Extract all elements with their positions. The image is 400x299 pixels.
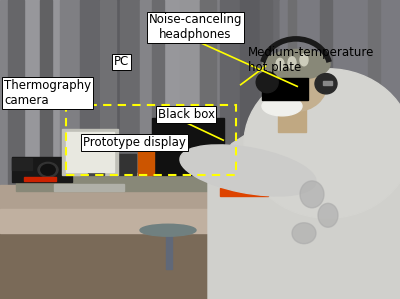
- Bar: [360, 0, 380, 185]
- Text: Noise-canceling
headphones: Noise-canceling headphones: [148, 13, 242, 42]
- Bar: [140, 0, 160, 185]
- Ellipse shape: [260, 55, 288, 94]
- Bar: [80, 154, 136, 175]
- Bar: [340, 0, 360, 185]
- Bar: [24, 177, 56, 181]
- Bar: [280, 0, 300, 185]
- Ellipse shape: [300, 181, 324, 208]
- Bar: [300, 0, 320, 185]
- Bar: [166, 230, 172, 269]
- Bar: [240, 0, 260, 185]
- Ellipse shape: [214, 203, 262, 215]
- Ellipse shape: [265, 56, 327, 112]
- Bar: [8, 0, 24, 185]
- Ellipse shape: [262, 96, 302, 116]
- Bar: [40, 0, 52, 185]
- Bar: [380, 0, 400, 185]
- Bar: [200, 0, 220, 185]
- Text: Medium-temperature
hot plate: Medium-temperature hot plate: [248, 46, 374, 74]
- Polygon shape: [62, 129, 118, 175]
- Bar: [312, 0, 328, 185]
- Ellipse shape: [140, 224, 196, 236]
- Bar: [12, 157, 72, 182]
- Text: Prototype display: Prototype display: [83, 136, 186, 149]
- Ellipse shape: [244, 69, 400, 218]
- Bar: [88, 145, 104, 175]
- Bar: [288, 0, 296, 185]
- Bar: [260, 0, 280, 185]
- Ellipse shape: [256, 72, 278, 93]
- Bar: [20, 0, 40, 185]
- Text: Thermography
camera: Thermography camera: [4, 79, 91, 107]
- Bar: [220, 182, 268, 200]
- Bar: [220, 0, 240, 185]
- Bar: [80, 0, 100, 185]
- Bar: [360, 0, 380, 185]
- Bar: [152, 118, 224, 175]
- Bar: [16, 173, 288, 175]
- Bar: [60, 0, 80, 185]
- Bar: [100, 0, 120, 185]
- Circle shape: [41, 164, 55, 175]
- Bar: [66, 105, 236, 175]
- Bar: [260, 0, 272, 185]
- Bar: [54, 184, 124, 191]
- Ellipse shape: [292, 223, 316, 244]
- Bar: [100, 0, 116, 185]
- Bar: [368, 0, 380, 185]
- Bar: [152, 0, 164, 185]
- Bar: [40, 0, 60, 185]
- Bar: [160, 0, 180, 185]
- Ellipse shape: [266, 49, 330, 79]
- Bar: [0, 0, 20, 185]
- Bar: [12, 158, 32, 170]
- Bar: [220, 188, 268, 196]
- Bar: [66, 132, 114, 172]
- Bar: [180, 0, 200, 185]
- Bar: [0, 224, 220, 299]
- Polygon shape: [208, 114, 400, 299]
- Ellipse shape: [318, 203, 338, 227]
- Bar: [278, 102, 306, 132]
- Text: Black box: Black box: [158, 108, 214, 121]
- Ellipse shape: [180, 145, 316, 196]
- Bar: [138, 136, 154, 175]
- Bar: [0, 185, 400, 299]
- Bar: [262, 78, 308, 100]
- Bar: [16, 175, 288, 191]
- Bar: [200, 0, 216, 185]
- Ellipse shape: [276, 58, 284, 70]
- Text: PC: PC: [114, 55, 129, 68]
- Ellipse shape: [288, 57, 296, 69]
- Bar: [280, 0, 400, 185]
- Bar: [323, 81, 332, 85]
- Ellipse shape: [300, 54, 308, 66]
- Bar: [120, 0, 140, 185]
- Ellipse shape: [315, 74, 337, 94]
- Bar: [320, 0, 340, 185]
- Bar: [0, 209, 400, 233]
- Bar: [320, 0, 332, 185]
- Circle shape: [38, 162, 58, 177]
